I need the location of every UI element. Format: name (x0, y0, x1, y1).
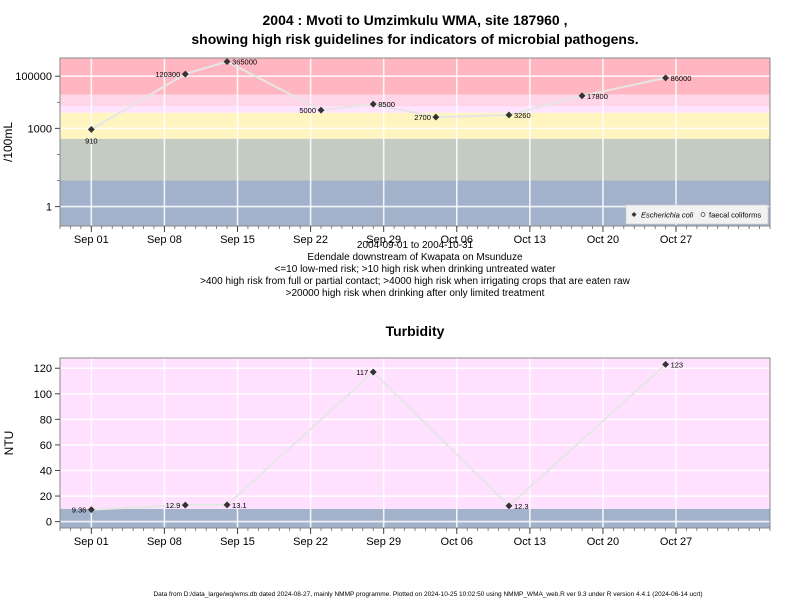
y-tick-label: 20 (40, 491, 52, 503)
x-tick-label: Sep 15 (220, 234, 255, 246)
footer-note: Data from D:/data_large/wq/wms.db dated … (153, 591, 702, 598)
gridlines (60, 358, 770, 528)
data-label: 86000 (671, 74, 692, 83)
y-tick-label: 60 (40, 440, 52, 452)
y-axis: 1 1000 100000 (15, 71, 60, 214)
x-tick-label: Oct 06 (441, 536, 473, 548)
y-axis-label: NTU (2, 431, 16, 456)
risk-band-limited_treatment (60, 94, 770, 107)
ecoli-chart-title-line2: showing high risk guidelines for indicat… (191, 31, 638, 47)
x-tick-label: Oct 06 (441, 234, 473, 246)
data-point (662, 360, 670, 368)
legend-label-ecoli: Escherichia coli (641, 211, 693, 220)
series-line (91, 363, 667, 511)
y-tick-label: 1000 (28, 123, 52, 135)
risk-band-irrigation (60, 106, 770, 113)
risk-note-3: >20000 high risk when drinking after onl… (286, 288, 545, 299)
data-label: 13.1 (232, 501, 247, 510)
data-label: 12.3 (514, 502, 529, 511)
date-range-label: 2004-09-01 to 2004-10-31 (357, 240, 474, 251)
data-label: 365000 (232, 58, 257, 67)
legend-box (625, 204, 769, 225)
x-axis-caption: 2004-09-01 to 2004-10-31 Edendale downst… (200, 240, 630, 299)
series-line (91, 363, 667, 511)
legend-diamond-marker (631, 212, 637, 217)
risk-band-untreated (60, 138, 770, 181)
legend: Escherichia coli faecal coliforms (625, 204, 769, 225)
x-tick-label: Sep 29 (366, 536, 401, 548)
x-tick-label: Sep 22 (293, 536, 328, 548)
data-label: 117 (356, 368, 368, 377)
data-point (578, 92, 586, 100)
y-tick-label: 40 (40, 465, 52, 477)
x-tick-label: Sep 01 (74, 234, 109, 246)
x-tick-label: Sep 22 (293, 234, 328, 246)
x-axis: Sep 01 Sep 08 Sep 15 Sep 22 Sep 29 Oct 06 Oct … (59, 528, 771, 548)
data-label: 910 (85, 136, 98, 145)
x-tick-label: Sep 15 (220, 536, 255, 548)
ecoli-chart-title: 2004 : Mvoti to Umzimkulu WMA, site 1879… (263, 12, 568, 28)
x-tick-label: Oct 20 (587, 234, 619, 246)
turbidity-chart-title: Turbidity (386, 323, 445, 339)
data-point (432, 113, 440, 121)
risk-bands (60, 58, 770, 226)
y-tick-label: 1 (46, 202, 52, 214)
data-point (181, 70, 189, 78)
y-tick-label: 120 (34, 363, 52, 375)
risk-band-turb_bg (60, 358, 770, 509)
risk-bands (60, 358, 770, 528)
y-tick-label: 0 (46, 517, 52, 529)
data-label: 9.36 (72, 506, 87, 515)
data-point (223, 501, 231, 509)
risk-note-2: >400 high risk from full or partial cont… (200, 276, 630, 287)
data-points (87, 58, 670, 133)
y-axis: 0 20 40 60 80 100 120 (34, 363, 60, 529)
data-point (87, 125, 95, 133)
risk-band-partial_contact (60, 112, 770, 139)
data-points (87, 360, 670, 514)
data-labels: 910 120300 365000 5000 8500 2700 3260 17800 8600… (85, 58, 691, 146)
y-tick-label: 100000 (15, 71, 52, 83)
data-label: 8500 (378, 100, 395, 109)
data-label: 17800 (587, 92, 608, 101)
site-description: Edendale downstream of Kwapata on Msundu… (307, 252, 523, 263)
x-tick-label: Sep 29 (366, 234, 401, 246)
ecoli-chart: 2004 : Mvoti to Umzimkulu WMA, site 1879… (1, 12, 771, 299)
data-label: 12.9 (166, 501, 181, 510)
legend-circle-marker (700, 212, 706, 217)
x-tick-label: Oct 13 (514, 234, 546, 246)
risk-band-turb_low (60, 508, 770, 528)
risk-note-1: <=10 low-med risk; >10 high risk when dr… (275, 264, 557, 275)
data-label: 3260 (514, 111, 531, 120)
data-point (505, 111, 513, 119)
x-tick-label: Sep 01 (74, 536, 109, 548)
data-point (369, 100, 377, 108)
x-tick-label: Oct 20 (587, 536, 619, 548)
x-axis: Sep 01 Sep 08 Sep 15 Sep 22 Sep 29 Oct 06 Oct … (59, 226, 771, 246)
legend-label-faecal: faecal coliforms (709, 211, 761, 220)
data-point (181, 501, 189, 509)
data-label: 2700 (414, 113, 431, 122)
data-label: 5000 (299, 106, 316, 115)
x-tick-label: Sep 08 (147, 536, 182, 548)
data-point (223, 58, 231, 66)
y-axis-label: /100mL (1, 122, 15, 162)
x-tick-label: Oct 13 (514, 536, 546, 548)
data-point (87, 506, 95, 514)
y-tick-label: 80 (40, 414, 52, 426)
x-tick-label: Sep 08 (147, 234, 182, 246)
data-point (505, 502, 513, 510)
data-labels: 9.36 12.9 13.1 117 12.3 123 (72, 360, 683, 514)
data-label: 120300 (155, 70, 180, 79)
data-point (369, 368, 377, 376)
data-label: 123 (671, 360, 684, 369)
data-point (317, 106, 325, 114)
data-point (662, 74, 670, 82)
x-tick-label: Oct 27 (660, 234, 692, 246)
y-tick-label: 100 (34, 389, 52, 401)
x-tick-label: Oct 27 (660, 536, 692, 548)
